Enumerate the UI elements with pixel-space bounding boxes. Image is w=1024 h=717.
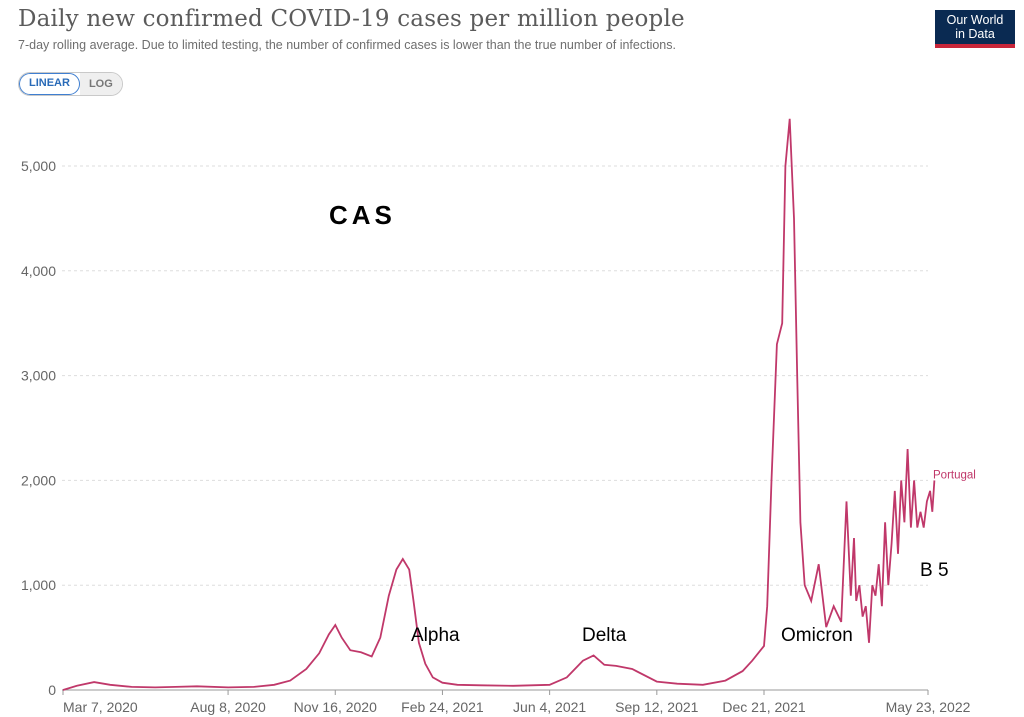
- chart-title: Daily new confirmed COVID-19 cases per m…: [18, 6, 685, 32]
- annotation-omicron: Omicron: [781, 625, 853, 646]
- y-tick-label: 4,000: [21, 263, 56, 279]
- x-tick-label: Sep 12, 2021: [615, 699, 699, 715]
- y-tick-label: 1,000: [21, 577, 56, 593]
- logo-line2: in Data: [955, 27, 995, 41]
- linear-scale-button[interactable]: LINEAR: [19, 73, 80, 95]
- y-tick-label: 2,000: [21, 472, 56, 488]
- x-tick-label: Mar 7, 2020: [63, 699, 138, 715]
- scale-toggle: LINEAR LOG: [18, 72, 123, 96]
- y-tick-label: 5,000: [21, 158, 56, 174]
- x-tick-label: Jun 4, 2021: [513, 699, 586, 715]
- x-tick-label: May 23, 2022: [886, 699, 971, 715]
- x-tick-label: Feb 24, 2021: [401, 699, 484, 715]
- grid-lines: [62, 165, 928, 691]
- y-tick-label: 0: [48, 682, 56, 698]
- y-axis: 0 1,000 2,000 3,000 4,000 5,000: [21, 158, 56, 698]
- series-label-portugal[interactable]: Portugal: [933, 469, 976, 481]
- y-tick-label: 3,000: [21, 368, 56, 384]
- log-scale-button[interactable]: LOG: [79, 73, 122, 95]
- x-tick-label: Dec 21, 2021: [722, 699, 805, 715]
- annotation-alpha: Alpha: [411, 625, 460, 646]
- x-axis: Mar 7, 2020 Aug 8, 2020 Nov 16, 2020 Feb 24…: [62, 690, 971, 715]
- annotation-delta: Delta: [582, 625, 627, 646]
- annotation-cas: CAS: [329, 200, 396, 230]
- x-tick-label: Aug 8, 2020: [190, 699, 266, 715]
- logo-line1: Our World: [946, 13, 1004, 27]
- series-line-portugal[interactable]: [62, 118, 936, 691]
- chart-subtitle: 7-day rolling average. Due to limited te…: [18, 38, 676, 52]
- annotation-b5: B 5: [920, 560, 949, 581]
- owid-logo[interactable]: Our World in Data: [935, 10, 1015, 48]
- x-tick-label: Nov 16, 2020: [294, 699, 377, 715]
